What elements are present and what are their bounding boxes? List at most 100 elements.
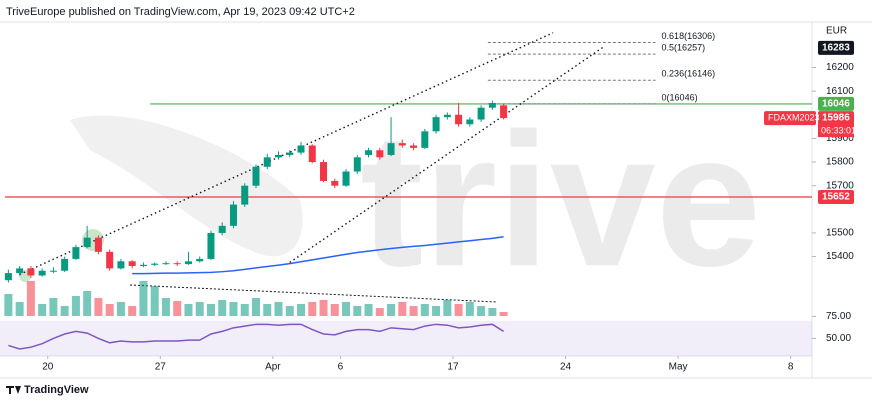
volume-bar xyxy=(308,302,317,316)
volume-bar xyxy=(477,306,486,316)
price-label: 16283 xyxy=(822,43,850,54)
volume-bar xyxy=(387,304,396,316)
candle-body xyxy=(61,258,69,271)
candle-body xyxy=(151,263,159,265)
candle-body xyxy=(432,117,440,132)
volume-bar xyxy=(4,294,13,316)
candle-body xyxy=(27,268,35,276)
volume-bar xyxy=(432,306,441,316)
candle-body xyxy=(173,263,181,265)
y-tick-label: 15500 xyxy=(826,228,854,239)
volume-bar xyxy=(251,298,260,316)
volume-bar xyxy=(15,302,24,316)
candle-body xyxy=(196,258,204,262)
candle-body xyxy=(38,270,46,276)
volume-bar xyxy=(319,300,328,316)
candle-body xyxy=(252,166,260,186)
y-tick-label: 15700 xyxy=(826,180,854,191)
candle-body xyxy=(477,107,485,120)
volume-bar xyxy=(218,300,227,316)
volume-bar xyxy=(60,306,69,316)
volume-bar xyxy=(83,291,92,316)
candle-body xyxy=(342,171,350,186)
candle-body xyxy=(376,150,384,158)
volume-bar xyxy=(409,306,418,316)
volume-bar xyxy=(26,281,35,316)
candle-body xyxy=(128,261,136,267)
candle-body xyxy=(207,232,215,259)
candle-body xyxy=(241,185,249,205)
candle-body xyxy=(117,261,125,269)
candle-body xyxy=(466,119,474,125)
volume-bar xyxy=(128,306,137,316)
fib-label: 0.236(16146) xyxy=(662,69,716,79)
price-label-box xyxy=(818,190,854,205)
price-label-box xyxy=(818,96,854,111)
candle-body xyxy=(455,114,463,125)
candle-body xyxy=(229,204,237,226)
candle-body xyxy=(49,270,57,272)
volume-bar xyxy=(465,302,474,316)
x-tick-label: Apr xyxy=(265,362,281,373)
price-label-box xyxy=(818,111,854,126)
candle-body xyxy=(16,268,24,274)
countdown: 06:33:01 xyxy=(821,125,856,135)
price-label: 15986 xyxy=(822,113,850,124)
volume-bar xyxy=(105,304,114,316)
volume-bar xyxy=(71,296,80,316)
trendline xyxy=(289,46,605,264)
candle-body xyxy=(263,157,271,167)
rsi-tick-label: 50.00 xyxy=(826,333,851,344)
y-tick-label: 16100 xyxy=(826,86,854,97)
countdown-box xyxy=(818,124,854,138)
volume-bar xyxy=(454,304,463,316)
volume-bar xyxy=(443,300,452,316)
candle-body xyxy=(331,180,339,186)
candle-body xyxy=(106,251,114,269)
currency: EUR xyxy=(826,26,847,37)
x-tick-label: 24 xyxy=(560,362,572,373)
volume-trendline xyxy=(129,284,498,303)
x-tick-label: 6 xyxy=(338,362,344,373)
volume-bar xyxy=(263,304,272,316)
volume-bar xyxy=(285,306,294,316)
brand: TradingView xyxy=(24,384,89,396)
candle-body xyxy=(275,154,283,158)
candle-body xyxy=(500,105,508,119)
candle-body xyxy=(218,225,226,233)
symbol-label: FDAXM2023 xyxy=(768,112,820,122)
y-tick-label: 15900 xyxy=(826,133,854,144)
candle-body xyxy=(398,143,406,146)
y-tick-label: 15400 xyxy=(826,251,854,262)
volume-bar xyxy=(499,312,508,316)
x-tick-label: 20 xyxy=(42,362,54,373)
volume-bar xyxy=(274,302,283,316)
candle-body xyxy=(94,237,102,252)
price-label-box xyxy=(818,40,854,55)
rsi-line xyxy=(8,323,505,350)
volume-bar xyxy=(353,306,362,316)
x-tick-label: 8 xyxy=(788,362,794,373)
candle-body xyxy=(286,152,294,155)
y-tick-label: 15800 xyxy=(826,157,854,168)
volume-bar xyxy=(375,308,384,316)
volume-bar xyxy=(94,298,103,316)
volume-bar xyxy=(184,304,193,316)
fib-label: 0.618(16306) xyxy=(662,31,716,41)
fib-label: 0(16046) xyxy=(662,92,698,102)
candle-body xyxy=(308,145,316,163)
rsi-tick-label: 75.00 xyxy=(826,311,851,322)
volume-bar xyxy=(173,301,182,316)
symbol-box xyxy=(764,111,816,126)
candle-body xyxy=(387,143,395,155)
watermark: trive xyxy=(360,94,761,306)
volume-bar xyxy=(330,304,339,316)
candle-body xyxy=(365,150,373,155)
watermark-layer: trive xyxy=(70,94,761,306)
volume-bar xyxy=(195,302,204,316)
moving-average xyxy=(132,235,504,275)
candle-body xyxy=(162,263,170,265)
volume-bar xyxy=(488,308,497,316)
